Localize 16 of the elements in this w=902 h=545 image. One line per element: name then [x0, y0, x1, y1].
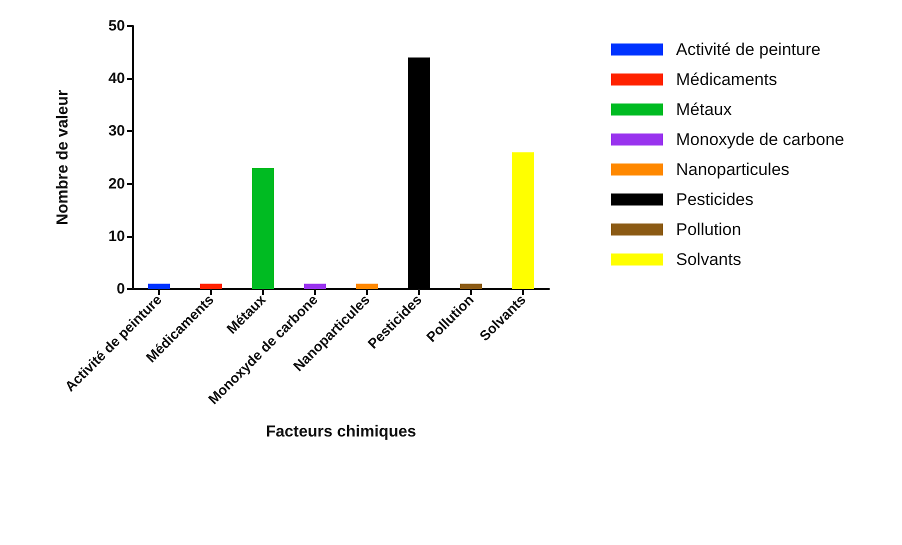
- y-tick-label: 10: [108, 228, 125, 245]
- y-tick-label: 20: [108, 175, 125, 192]
- y-tick-label: 40: [108, 70, 125, 88]
- y-tick-label: 50: [108, 18, 125, 34]
- y-tick-label: 30: [108, 122, 125, 140]
- legend-label: Solvants: [676, 250, 742, 269]
- y-tick-label: 0: [116, 280, 125, 298]
- legend-label: Monoxyde de carbone: [676, 130, 844, 149]
- legend-label: Médicaments: [676, 70, 778, 89]
- legend-label: Pollution: [676, 220, 742, 239]
- y-axis-title: Nombre de valeur: [54, 90, 72, 226]
- legend-label: Nanoparticules: [676, 160, 790, 179]
- legend-label: Métaux: [676, 100, 732, 119]
- legend-label: Activité de peinture: [676, 40, 821, 59]
- legend-label: Pesticides: [676, 190, 754, 209]
- x-axis-title: Facteurs chimiques: [266, 424, 416, 440]
